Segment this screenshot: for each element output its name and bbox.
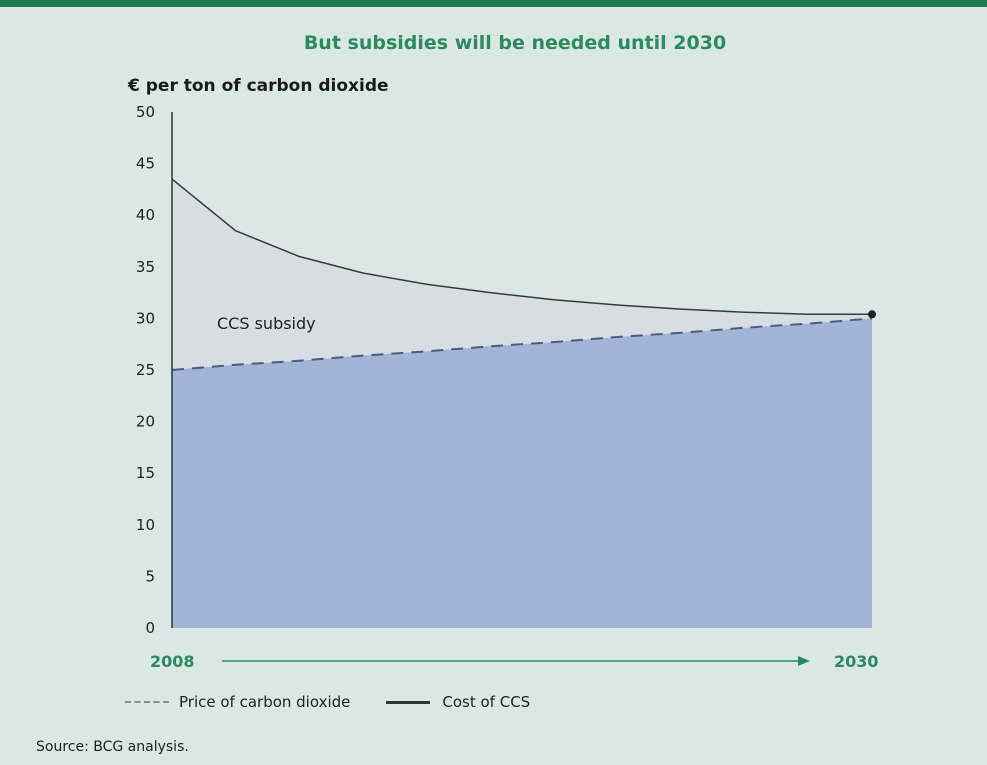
ccs-subsidy-label: CCS subsidy (217, 314, 316, 333)
legend-item-price: Price of carbon dioxide (125, 693, 350, 711)
timeline-arrowhead (798, 656, 810, 666)
y-tick-label: 15 (136, 464, 155, 482)
y-tick-label: 20 (136, 413, 155, 431)
legend-swatch-dashed (125, 701, 169, 703)
y-tick-label: 10 (136, 516, 155, 534)
y-tick-label: 0 (145, 619, 155, 637)
y-tick-label: 50 (136, 103, 155, 121)
x-start-label: 2008 (150, 652, 195, 671)
y-tick-label: 40 (136, 206, 155, 224)
y-tick-label: 5 (145, 567, 155, 585)
legend-swatch-solid (386, 701, 430, 704)
x-end-label: 2030 (834, 652, 879, 671)
chart-legend: Price of carbon dioxide Cost of CCS (125, 693, 566, 711)
y-tick-label: 45 (136, 155, 155, 173)
source-note: Source: BCG analysis. (36, 739, 189, 755)
y-tick-label: 30 (136, 309, 155, 327)
end-point-marker (868, 310, 876, 318)
y-tick-label: 25 (136, 361, 155, 379)
y-tick-label: 35 (136, 258, 155, 276)
legend-label-cost: Cost of CCS (442, 693, 530, 711)
legend-label-price: Price of carbon dioxide (179, 693, 350, 711)
price-area (172, 318, 872, 628)
legend-item-cost: Cost of CCS (386, 693, 530, 711)
